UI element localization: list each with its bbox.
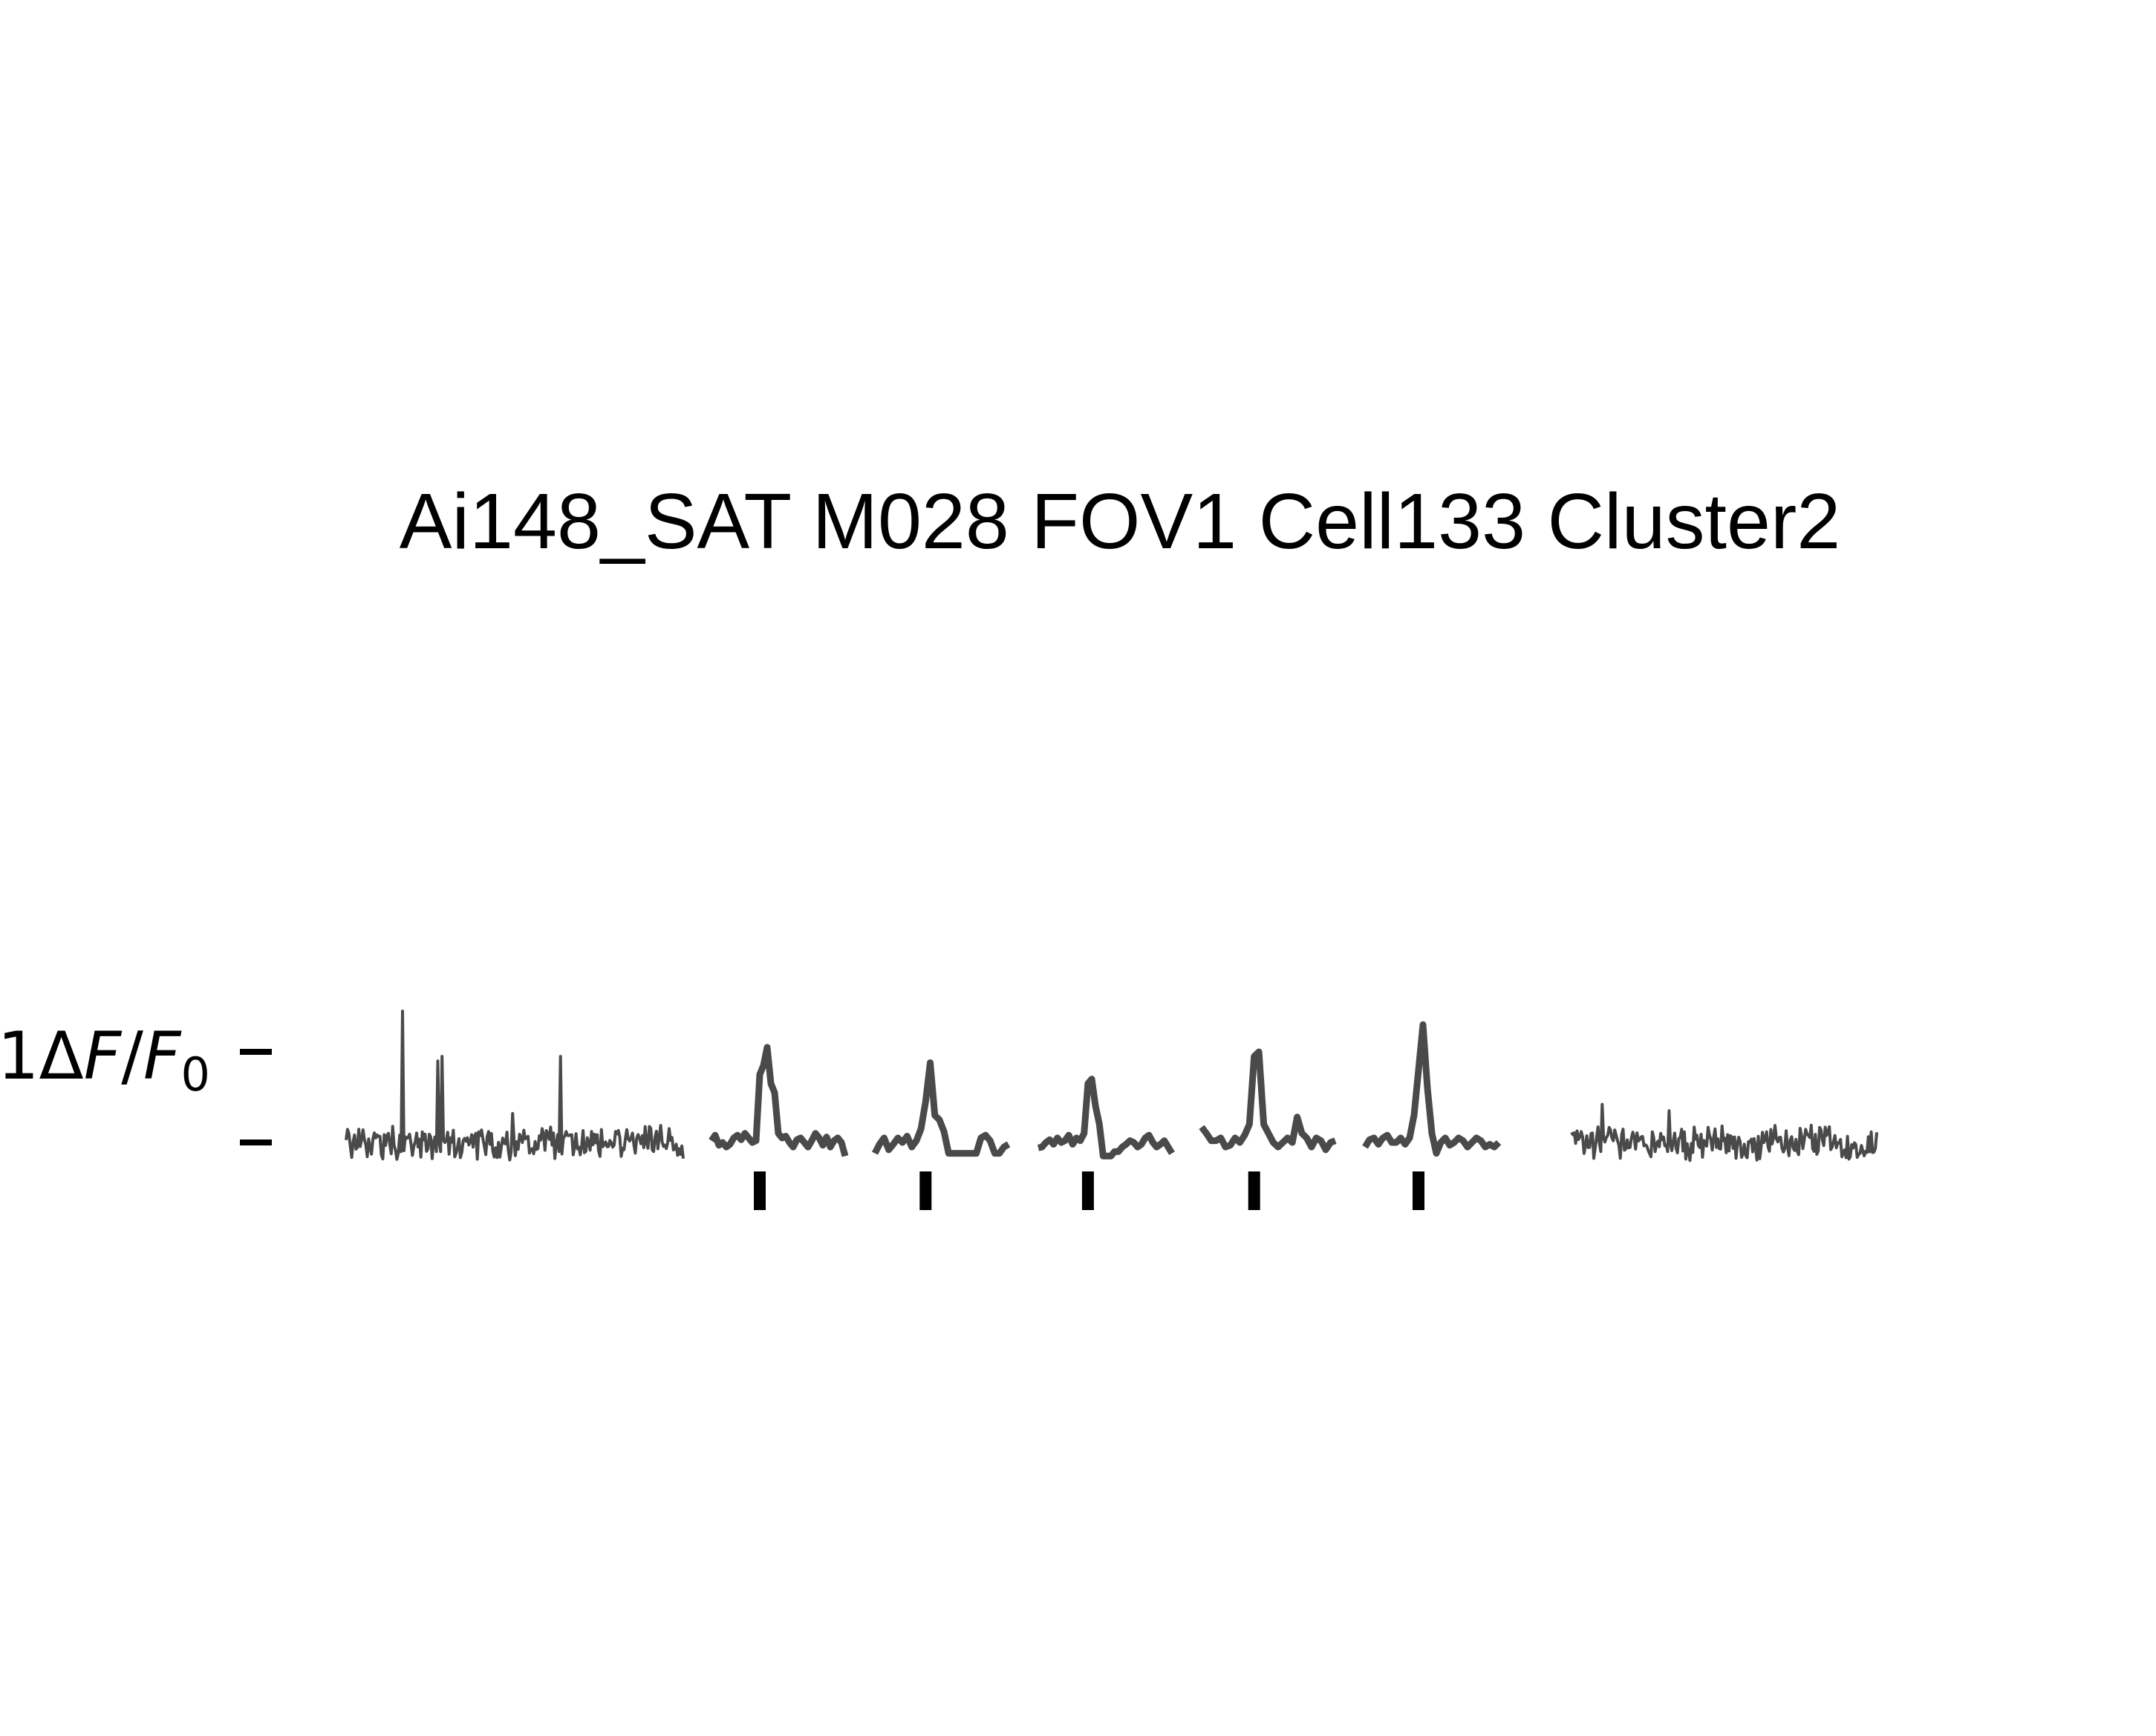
- y-axis-label-slash: /: [121, 1018, 143, 1094]
- scale-bar: [240, 1049, 272, 1145]
- y-axis-label-delta: Δ: [39, 1018, 83, 1094]
- stim-marker-4: [1248, 1171, 1260, 1210]
- trace-trial-4: [1199, 1048, 1337, 1154]
- stim-marker-5: [1413, 1171, 1424, 1210]
- stim-marker-1: [754, 1171, 766, 1210]
- y-axis-label-f0: F: [143, 1018, 182, 1094]
- y-axis-label: 1ΔF/F0: [0, 1018, 210, 1102]
- traces: [345, 1010, 1878, 1163]
- stimulus-markers: [754, 1171, 1424, 1210]
- stim-marker-3: [1081, 1171, 1094, 1210]
- y-axis-label-f: F: [84, 1018, 123, 1094]
- stim-marker-2: [919, 1171, 932, 1210]
- trace-post: [1570, 1102, 1878, 1163]
- y-axis-label-subscript: 0: [181, 1047, 210, 1102]
- trace-pre: [345, 1010, 685, 1162]
- trace-trial-3: [1037, 1076, 1175, 1160]
- trace-trial-1: [709, 1044, 849, 1157]
- trace-trial-2: [871, 1059, 1011, 1157]
- y-axis-label-prefix: 1: [0, 1018, 39, 1094]
- chart-title: Ai148_SAT M028 FOV1 Cell133 Cluster2: [400, 478, 1840, 565]
- trace-trial-5: [1362, 1021, 1502, 1157]
